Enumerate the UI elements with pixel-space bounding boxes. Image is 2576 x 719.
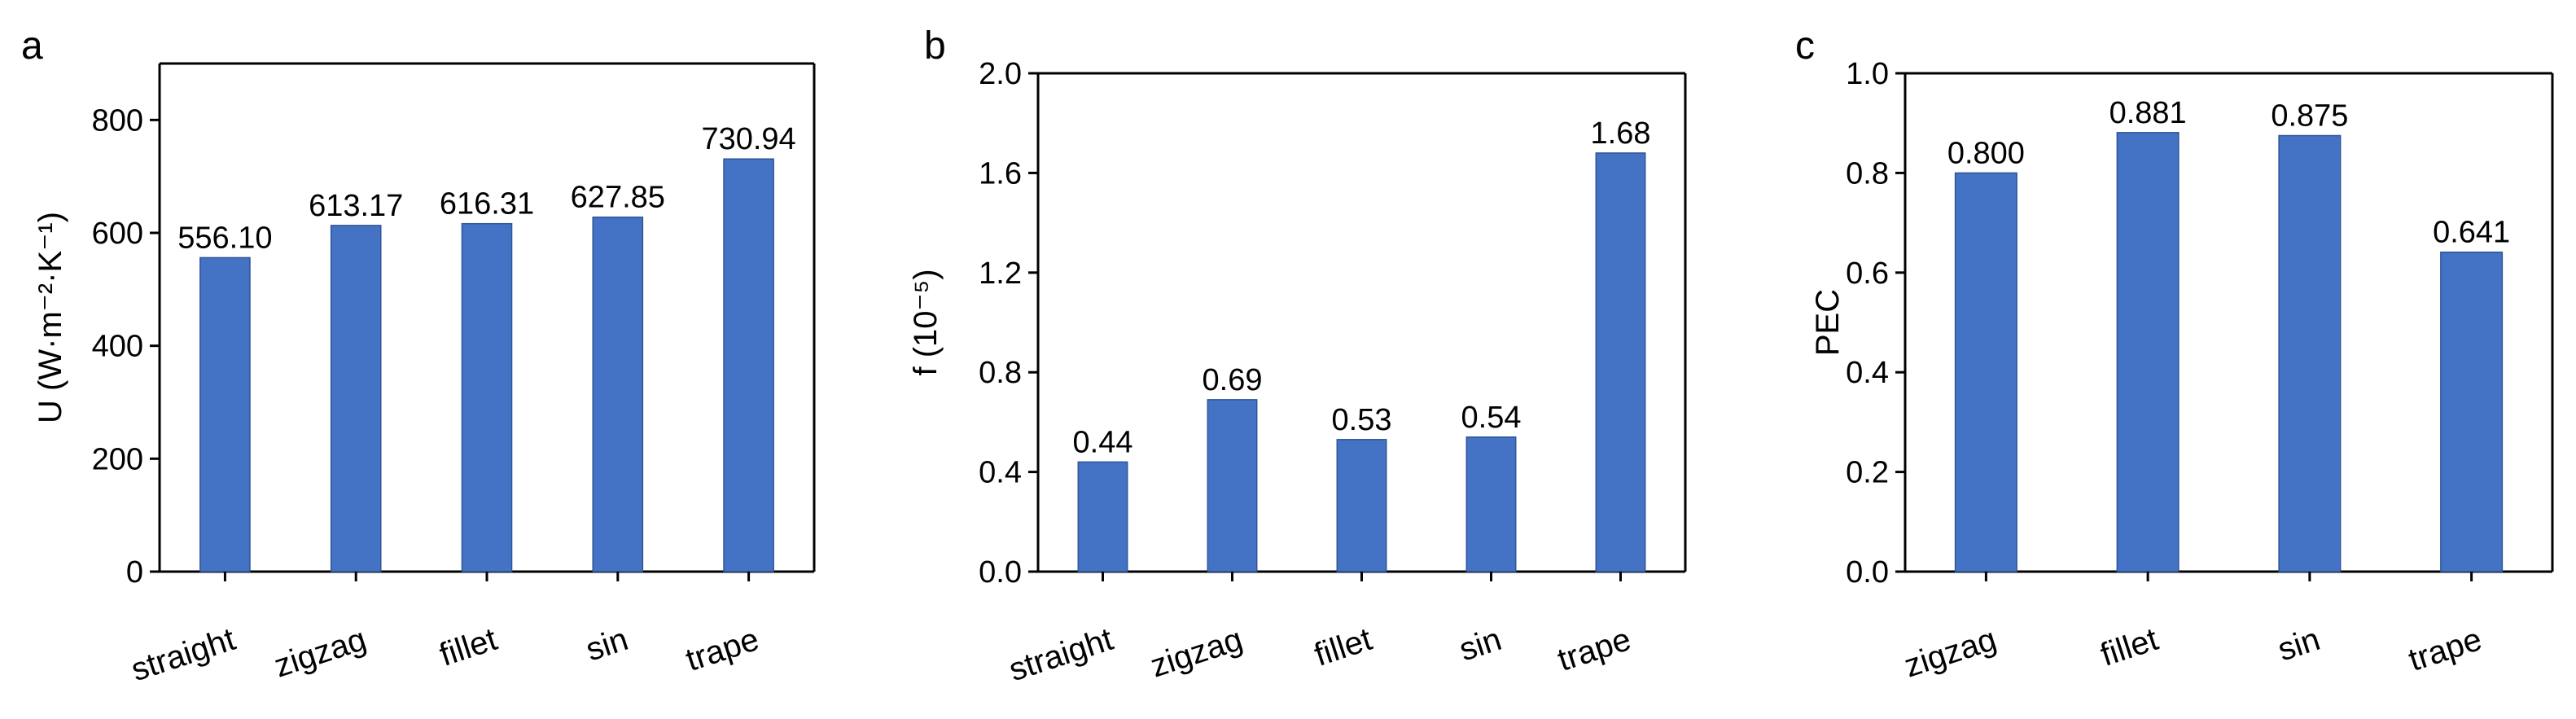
bar-fillet — [2116, 132, 2180, 572]
y-tick-label: 0.2 — [1846, 456, 1889, 490]
bar-zigzag — [1207, 399, 1258, 572]
data-label: 0.53 — [1332, 403, 1392, 437]
y-tick-label: 800 — [92, 103, 143, 138]
x-category-label: fillet — [2096, 621, 2162, 673]
y-tick-label: 1.0 — [1846, 57, 1889, 91]
y-tick-label: 0.4 — [1846, 356, 1889, 390]
data-label: 613.17 — [309, 189, 403, 223]
bar-zigzag — [330, 225, 382, 572]
data-label: 0.641 — [2433, 216, 2510, 250]
panel-a: a 0 200 400 600 800 U (W·m⁻²·K⁻¹) 556.10 straigh… — [21, 24, 816, 688]
panel-b: b 0.0 0.4 0.8 1.2 1.6 2.0 f (10⁻⁵) 0.44 straight 0… — [908, 24, 1687, 688]
y-tick-label: 1.2 — [979, 256, 1022, 291]
x-category-label: trape — [681, 621, 763, 678]
data-label: 0.875 — [2271, 99, 2348, 134]
data-label: 0.44 — [1073, 425, 1133, 459]
y-axis-title: f (10⁻⁵) — [908, 269, 944, 375]
data-label: 0.69 — [1203, 363, 1263, 397]
data-label: 0.54 — [1461, 401, 1522, 435]
x-category-label: straight — [1005, 621, 1117, 688]
bar-trape — [723, 158, 774, 572]
bar-sin — [1465, 436, 1517, 572]
bar-trape — [2440, 251, 2504, 572]
x-category-label: zigzag — [1900, 621, 2001, 685]
y-tick-label: 200 — [92, 442, 143, 476]
data-label: 556.10 — [177, 221, 272, 255]
x-category-label: trape — [1553, 621, 1635, 678]
y-tick-label: 0.4 — [979, 456, 1022, 490]
y-tick-label: 0.0 — [979, 555, 1022, 590]
bar-sin — [592, 216, 644, 572]
panel-letter: a — [21, 24, 43, 68]
bar-trape — [1595, 152, 1646, 572]
bar-zigzag — [1954, 172, 2017, 572]
x-category-label: sin — [2274, 621, 2324, 669]
x-category-label: trape — [2404, 621, 2486, 678]
x-category-label: zigzag — [1146, 621, 1247, 685]
y-axis-title: PEC — [1810, 289, 1846, 356]
data-label: 1.68 — [1591, 116, 1651, 151]
data-label: 0.881 — [2109, 96, 2187, 130]
bar-straight — [1077, 461, 1128, 572]
y-tick-label: 2.0 — [979, 57, 1022, 91]
y-tick-label: 0.8 — [979, 356, 1022, 390]
x-category-label: sin — [581, 621, 632, 669]
x-category-label: straight — [127, 621, 239, 688]
panel-letter: c — [1795, 24, 1815, 68]
y-tick-label: 0.6 — [1846, 256, 1889, 291]
y-tick-label: 600 — [92, 217, 143, 251]
x-category-label: sin — [1455, 621, 1505, 669]
data-label: 730.94 — [701, 122, 795, 156]
y-tick-label: 0.8 — [1846, 156, 1889, 191]
y-tick-label: 1.6 — [979, 156, 1022, 191]
panel-letter: b — [924, 24, 946, 68]
x-category-label: fillet — [436, 621, 502, 673]
panel-c: c 0.0 0.2 0.4 0.6 0.8 1.0 PEC 0.800 zigzag 0.881 fi… — [1795, 24, 2554, 685]
y-tick-label: 400 — [92, 330, 143, 364]
bar-fillet — [1336, 439, 1387, 572]
y-tick-label: 0.0 — [1846, 555, 1889, 590]
x-category-label: fillet — [1310, 621, 1376, 673]
bar-fillet — [461, 222, 513, 572]
y-axis-title: U (W·m⁻²·K⁻¹) — [33, 212, 68, 423]
data-label: 0.800 — [1947, 136, 2025, 170]
data-label: 627.85 — [571, 181, 665, 215]
x-category-label: zigzag — [270, 621, 371, 685]
bar-sin — [2278, 134, 2342, 572]
data-label: 616.31 — [440, 187, 534, 221]
bar-straight — [199, 256, 251, 572]
y-tick-label: 0 — [126, 555, 143, 590]
